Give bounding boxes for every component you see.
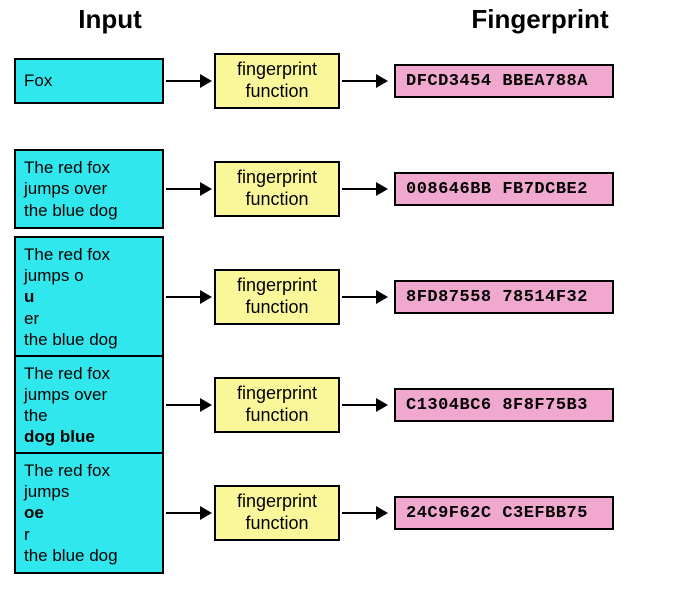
arrow-icon (166, 296, 212, 298)
input-box: The red foxjumps overthe blue dog (14, 149, 164, 229)
arrow-icon (342, 296, 388, 298)
input-box: The red foxjumps ouerthe blue dog (14, 236, 164, 358)
function-box: fingerprint function (214, 269, 340, 324)
header-input: Input (10, 4, 210, 35)
fingerprint-box: 008646BB FB7DCBE2 (394, 172, 614, 206)
arrow-icon (342, 80, 388, 82)
arrow-icon (342, 188, 388, 190)
arrow-icon (166, 404, 212, 406)
rows-container: Fox fingerprint function DFCD3454 BBEA788A… (0, 35, 700, 553)
function-box: fingerprint function (214, 377, 340, 432)
fingerprint-row: The red foxjumps ouerthe blue dogfingerp… (14, 257, 700, 337)
header-row: Input Fingerprint (0, 0, 700, 35)
fingerprint-box: 8FD87558 78514F32 (394, 280, 614, 314)
input-box: The red foxjumps overthe dog blue (14, 355, 164, 456)
fingerprint-row: The red foxjumps overthe blue dog fingerp… (14, 149, 700, 229)
fingerprint-box: DFCD3454 BBEA788A (394, 64, 614, 98)
arrow-icon (166, 512, 212, 514)
function-box: fingerprint function (214, 161, 340, 216)
input-box: The red foxjumps oerthe blue dog (14, 452, 164, 574)
arrow-icon (166, 188, 212, 190)
arrow-icon (342, 512, 388, 514)
header-fingerprint: Fingerprint (380, 4, 700, 35)
input-box: Fox (14, 58, 164, 104)
fingerprint-box: C1304BC6 8F8F75B3 (394, 388, 614, 422)
function-box: fingerprint function (214, 485, 340, 540)
fingerprint-box: 24C9F62C C3EFBB75 (394, 496, 614, 530)
function-box: fingerprint function (214, 53, 340, 108)
fingerprint-row: Fox fingerprint function DFCD3454 BBEA788A (14, 41, 700, 121)
fingerprint-row: The red foxjumps oerthe blue dogfingerpr… (14, 473, 700, 553)
fingerprint-row: The red foxjumps overthe dog bluefingerp… (14, 365, 700, 445)
arrow-icon (342, 404, 388, 406)
arrow-icon (166, 80, 212, 82)
